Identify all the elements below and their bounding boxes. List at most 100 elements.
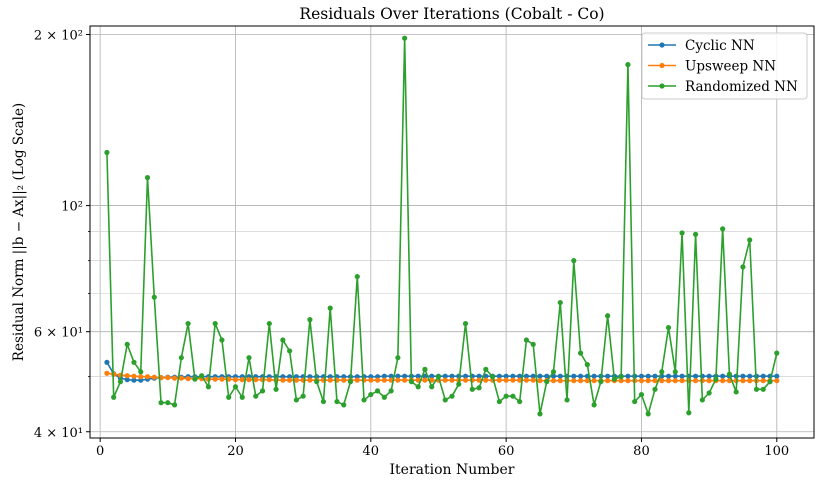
data-point-randomized-nn — [246, 355, 252, 361]
y-tick-label: 2 × 10² — [34, 28, 83, 43]
data-point-randomized-nn — [422, 366, 428, 372]
y-tick-label: 10² — [61, 200, 83, 215]
data-point-randomized-nn — [341, 402, 347, 408]
plot-series — [104, 35, 780, 417]
data-point-randomized-nn — [767, 379, 773, 385]
data-point-cyclic-nn — [124, 377, 130, 383]
data-point-upsweep-nn — [760, 378, 766, 384]
data-point-upsweep-nn — [503, 377, 509, 383]
data-point-randomized-nn — [598, 379, 604, 385]
data-point-randomized-nn — [374, 388, 381, 394]
data-point-upsweep-nn — [280, 377, 286, 383]
data-point-upsweep-nn — [124, 373, 130, 379]
data-point-upsweep-nn — [171, 375, 178, 381]
data-point-randomized-nn — [510, 393, 516, 399]
data-point-randomized-nn — [591, 402, 597, 408]
data-point-randomized-nn — [699, 397, 705, 403]
y-tick-label: 4 × 10¹ — [34, 426, 83, 441]
data-point-randomized-nn — [287, 348, 293, 354]
data-point-randomized-nn — [665, 324, 672, 331]
data-point-randomized-nn — [192, 376, 198, 382]
data-point-cyclic-nn — [104, 359, 110, 365]
data-point-upsweep-nn — [584, 378, 590, 384]
data-point-randomized-nn — [259, 388, 266, 394]
x-tick-label: 80 — [633, 444, 650, 459]
data-point-randomized-nn — [462, 320, 469, 327]
data-point-upsweep-nn — [645, 378, 651, 384]
data-point-randomized-nn — [395, 355, 401, 361]
data-point-cyclic-nn — [530, 373, 536, 379]
data-point-upsweep-nn — [462, 377, 469, 383]
data-point-cyclic-nn — [605, 373, 611, 379]
data-point-cyclic-nn — [706, 373, 712, 379]
data-point-randomized-nn — [219, 337, 225, 343]
data-point-upsweep-nn — [605, 378, 611, 384]
data-point-upsweep-nn — [232, 377, 239, 383]
data-point-randomized-nn — [557, 299, 563, 306]
data-point-randomized-nn — [503, 393, 509, 399]
data-point-upsweep-nn — [131, 373, 137, 379]
data-point-cyclic-nn — [517, 373, 523, 379]
x-tick-label: 20 — [227, 444, 244, 459]
data-point-randomized-nn — [266, 320, 272, 327]
data-point-randomized-nn — [320, 398, 327, 405]
data-point-upsweep-nn — [679, 378, 685, 384]
data-point-randomized-nn — [368, 391, 374, 398]
data-point-randomized-nn — [151, 294, 157, 300]
data-point-cyclic-nn — [415, 373, 421, 379]
data-point-randomized-nn — [300, 393, 306, 399]
legend-swatch-marker — [659, 42, 665, 48]
data-point-cyclic-nn — [381, 373, 387, 379]
legend-label: Cyclic NN — [685, 38, 755, 54]
data-point-cyclic-nn — [652, 373, 658, 379]
data-point-randomized-nn — [199, 373, 205, 379]
data-point-upsweep-nn — [165, 375, 171, 381]
data-point-randomized-nn — [388, 388, 394, 394]
data-point-randomized-nn — [185, 320, 191, 327]
data-point-randomized-nn — [111, 394, 117, 400]
data-point-upsweep-nn — [212, 376, 218, 382]
data-point-cyclic-nn — [760, 373, 766, 379]
data-point-randomized-nn — [429, 384, 435, 390]
data-point-randomized-nn — [239, 394, 245, 400]
data-point-cyclic-nn — [537, 373, 543, 379]
data-point-cyclic-nn — [429, 373, 435, 379]
x-tick-label: 0 — [96, 444, 104, 459]
data-point-upsweep-nn — [368, 377, 374, 383]
data-point-randomized-nn — [354, 273, 360, 280]
data-point-upsweep-nn — [530, 377, 536, 383]
data-point-randomized-nn — [476, 385, 482, 391]
data-point-randomized-nn — [686, 410, 692, 416]
data-point-upsweep-nn — [747, 378, 753, 384]
data-point-upsweep-nn — [659, 378, 665, 384]
data-point-randomized-nn — [314, 379, 320, 385]
data-point-upsweep-nn — [266, 377, 272, 383]
data-point-upsweep-nn — [442, 377, 448, 383]
data-point-cyclic-nn — [523, 373, 530, 379]
data-point-randomized-nn — [171, 402, 178, 408]
data-point-randomized-nn — [408, 379, 415, 385]
data-point-cyclic-nn — [442, 373, 448, 379]
data-point-cyclic-nn — [476, 373, 482, 379]
data-point-randomized-nn — [523, 337, 530, 343]
data-point-randomized-nn — [307, 317, 313, 323]
data-point-randomized-nn — [456, 381, 462, 387]
data-point-randomized-nn — [605, 313, 611, 319]
data-point-upsweep-nn — [740, 378, 746, 384]
data-point-randomized-nn — [544, 379, 550, 385]
data-point-cyclic-nn — [774, 373, 780, 379]
data-point-randomized-nn — [381, 394, 387, 400]
data-point-upsweep-nn — [144, 374, 151, 380]
data-point-randomized-nn — [618, 374, 624, 380]
data-point-randomized-nn — [733, 389, 739, 395]
data-point-randomized-nn — [415, 384, 421, 390]
data-point-randomized-nn — [550, 369, 557, 375]
legend-item-randomized-nn: Randomized NN — [648, 79, 798, 95]
data-point-cyclic-nn — [679, 373, 685, 379]
data-point-cyclic-nn — [577, 373, 584, 379]
data-point-randomized-nn — [144, 175, 151, 181]
axes: 0 20 40 60 80 100 4 × 10¹ 6 × 10¹ 10² 2 × 10² — [34, 28, 789, 459]
data-point-randomized-nn — [740, 264, 746, 270]
data-point-randomized-nn — [584, 362, 590, 368]
data-point-upsweep-nn — [476, 377, 482, 383]
